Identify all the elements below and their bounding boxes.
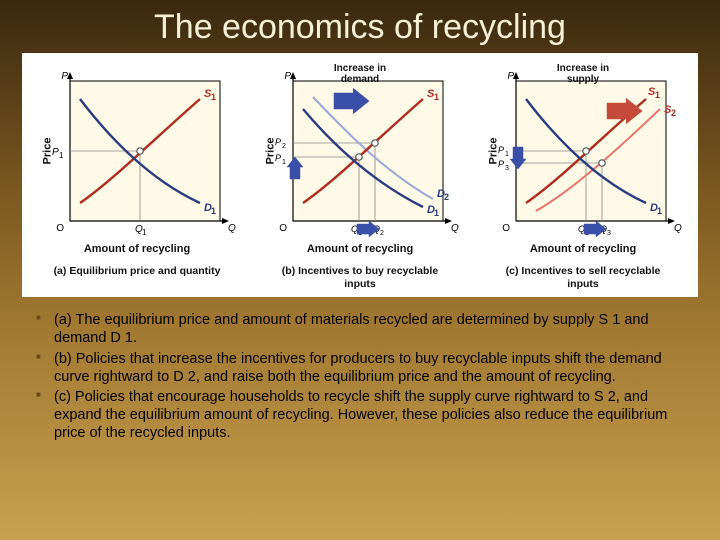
svg-text:1: 1 xyxy=(59,151,64,160)
chart-panel-a: Price PQOS1D1P1Q1 Amount of recycling (a… xyxy=(28,61,246,291)
svg-text:1: 1 xyxy=(211,92,216,102)
chart-a-area: Price PQOS1D1P1Q1 xyxy=(32,61,242,241)
chart-a-ylabel: Price xyxy=(41,138,53,165)
svg-text:O: O xyxy=(279,223,287,234)
chart-a-svg: PQOS1D1P1Q1 xyxy=(32,61,242,241)
svg-text:Q: Q xyxy=(228,223,236,234)
chart-c-svg: PQOS1S2D1P1P3Q1Q3 xyxy=(478,61,688,241)
chart-c-xlabel: Amount of recycling xyxy=(530,243,636,255)
svg-text:1: 1 xyxy=(434,92,439,102)
bullet-b: (b) Policies that increase the incentive… xyxy=(34,350,686,386)
svg-text:2: 2 xyxy=(671,108,676,118)
svg-text:1: 1 xyxy=(657,206,662,216)
chart-c-top-annot: Increase insupply xyxy=(557,63,609,85)
svg-text:3: 3 xyxy=(607,230,611,237)
chart-c-area: Increase insupply Price PQOS1S2D1P1P3Q1Q… xyxy=(478,61,688,241)
chart-panel-c: Increase insupply Price PQOS1S2D1P1P3Q1Q… xyxy=(474,61,692,291)
svg-text:P: P xyxy=(61,71,68,82)
svg-text:P: P xyxy=(507,71,514,82)
chart-panel-b: Increase indemand Price PQOS1D2D1P1P2Q1Q… xyxy=(251,61,469,291)
chart-b-caption: (b) Incentives to buy recyclable inputs xyxy=(270,265,450,291)
chart-b-top-annot: Increase indemand xyxy=(334,63,386,85)
svg-text:Q: Q xyxy=(674,223,682,234)
svg-text:1: 1 xyxy=(434,208,439,218)
chart-c-ylabel: Price xyxy=(487,138,499,165)
charts-container: Price PQOS1D1P1Q1 Amount of recycling (a… xyxy=(22,53,698,297)
chart-b-ylabel: Price xyxy=(264,138,276,165)
chart-b-svg: PQOS1D2D1P1P2Q1Q2 xyxy=(255,61,465,241)
svg-text:2: 2 xyxy=(380,230,384,237)
bullet-a: (a) The equilibrium price and amount of … xyxy=(34,311,686,347)
svg-text:1: 1 xyxy=(505,151,509,158)
svg-text:1: 1 xyxy=(142,228,147,237)
svg-text:Q: Q xyxy=(451,223,459,234)
chart-a-caption: (a) Equilibrium price and quantity xyxy=(54,265,221,278)
svg-text:1: 1 xyxy=(655,90,660,100)
svg-text:O: O xyxy=(502,223,510,234)
slide-title: The economics of recycling xyxy=(0,0,720,53)
svg-text:O: O xyxy=(56,223,64,234)
chart-b-area: Increase indemand Price PQOS1D2D1P1P2Q1Q… xyxy=(255,61,465,241)
svg-text:3: 3 xyxy=(505,165,509,172)
chart-c-caption: (c) Incentives to sell recyclable inputs xyxy=(493,265,673,291)
svg-text:2: 2 xyxy=(282,143,286,150)
svg-text:2: 2 xyxy=(444,192,449,202)
svg-text:1: 1 xyxy=(211,206,216,216)
chart-a-xlabel: Amount of recycling xyxy=(84,243,190,255)
bullet-c: (c) Policies that encourage households t… xyxy=(34,388,686,442)
chart-b-xlabel: Amount of recycling xyxy=(307,243,413,255)
svg-text:P: P xyxy=(284,71,291,82)
bullet-list: (a) The equilibrium price and amount of … xyxy=(34,311,686,442)
svg-text:1: 1 xyxy=(282,159,286,166)
